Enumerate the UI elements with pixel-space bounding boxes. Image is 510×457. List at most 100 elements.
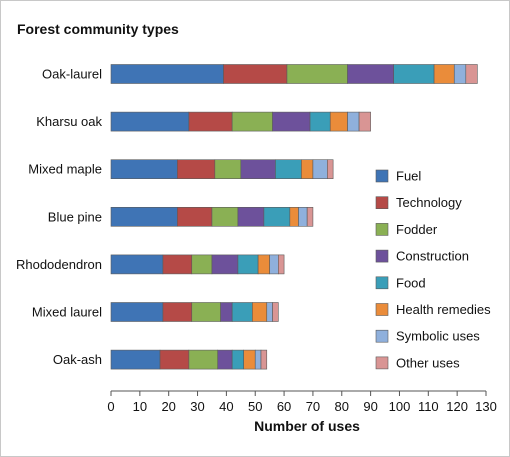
bar-segment [110,349,161,370]
x-tick-label: 100 [389,399,411,414]
x-tick-label: 120 [446,399,468,414]
bar-segment [220,302,233,322]
bar-segment [237,207,265,227]
x-axis: 0 10 20 30 40 50 60 70 80 90 100 110 120 130 [107,390,497,414]
x-tick-label: 110 [418,399,439,414]
legend-label: Health remedies [396,302,491,317]
legend-label: Symbolic uses [396,329,480,344]
bar-segment [110,111,190,132]
bar-segment [306,207,314,227]
legend-label: Other uses [396,355,460,370]
legend-label: Fuel [396,169,421,184]
legend-label: Technology [396,195,462,210]
legend-swatch [375,249,389,263]
bar-segment [237,254,259,275]
bar-segment [301,159,314,179]
bar-segment [231,302,253,322]
legend-label: Fodder [396,222,438,237]
bar-segment [309,111,331,132]
bar-segment [347,111,360,132]
legend-swatch [375,223,389,236]
x-tick-label: 10 [133,399,147,414]
bar-segment [110,302,164,322]
x-tick-label: 70 [306,399,320,414]
bar-segment [286,64,348,84]
chart-title: Forest community types [17,21,179,37]
legend-swatch [375,356,389,370]
legend: Fuel Technology Fodder Construction Food Heal… [375,169,491,370]
legend-swatch [375,169,389,183]
bar-segment [269,254,279,275]
bar-segment [260,349,268,370]
x-tick-label: 50 [248,399,262,414]
x-tick-label: 80 [335,399,349,414]
bar-segment [214,159,242,179]
bar-segment [110,64,224,84]
bar-segment [298,207,308,227]
bar-segment [110,159,178,179]
legend-swatch [375,276,389,290]
x-tick-label: 40 [219,399,233,414]
category-labels: Oak-laurel Kharsu oak Mixed maple Blue pine… [16,67,103,368]
bar-segment [223,64,288,84]
bar-segment [110,254,164,275]
bar-segment [278,254,285,275]
bar-segment [159,349,190,370]
bar-segment [252,302,268,322]
bar-segment [257,254,270,275]
bar-segment [231,349,244,370]
bar-segment [188,349,219,370]
bars-group [110,64,478,370]
category-label: Kharsu oak [36,114,102,129]
category-label: Rhododendron [16,257,102,272]
bar-segment [272,111,311,132]
bar-segment [393,64,435,84]
bar-segment [272,302,279,322]
bar-segment [465,64,478,84]
category-label: Mixed maple [28,162,102,177]
legend-label: Food [396,275,426,290]
category-label: Oak-ash [53,352,102,367]
legend-swatch [375,196,389,209]
bar-segment [191,302,221,322]
legend-label: Construction [396,249,469,264]
x-axis-label: Number of uses [254,418,360,434]
x-tick-label: 130 [475,399,497,414]
bar-segment [162,302,193,322]
bar-segment [266,302,273,322]
bar-segment [217,349,233,370]
bar-segment [254,349,262,370]
category-label: Oak-laurel [42,67,102,82]
bar-segment [312,159,328,179]
bar-segment [191,254,213,275]
bar-segment [188,111,233,132]
bar-segment [177,159,216,179]
x-tick-label: 0 [107,399,114,414]
bar-segment [289,207,299,227]
bar-segment [243,349,256,370]
bar-segment [162,254,193,275]
category-label: Mixed laurel [32,305,102,320]
bar-segment [211,254,239,275]
bar-segment [347,64,394,84]
x-tick-label: 60 [277,399,291,414]
bar-segment [211,207,239,227]
legend-swatch [375,329,389,343]
bar-segment [433,64,455,84]
bar-segment [110,207,178,227]
bar-segment [263,207,291,227]
bar-segment [453,64,467,84]
x-tick-label: 20 [161,399,175,414]
bar-segment [231,111,273,132]
bar-segment [177,207,213,227]
legend-swatch [375,303,389,316]
bar-segment [358,111,371,132]
x-tick-label: 30 [190,399,204,414]
bar-segment [327,159,334,179]
bar-segment [329,111,348,132]
x-tick-label: 90 [363,399,377,414]
category-label: Blue pine [48,209,102,224]
bar-segment [240,159,276,179]
